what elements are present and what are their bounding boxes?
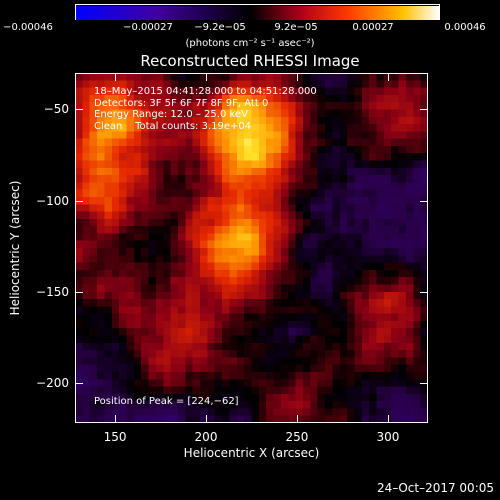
x-tick-mark	[115, 73, 117, 81]
x-tick-mark	[387, 73, 389, 81]
info-line: Energy Range: 12.0 – 25.0 keV	[94, 109, 248, 120]
plot-area: 18–May–2015 04:41:28.000 to 04:51:28.000…	[75, 73, 428, 423]
x-tick-label: 150	[103, 430, 127, 444]
x-tick-mark	[206, 73, 207, 81]
colorbar-units: (photons cm⁻² s⁻¹ asec⁻²)	[185, 38, 315, 49]
observation-info: 18–May–2015 04:41:28.000 to 04:51:28.000…	[94, 86, 317, 132]
y-tick-mark	[420, 200, 428, 202]
y-tick-label: −50	[43, 102, 69, 117]
y-tick-mark	[420, 291, 428, 293]
y-tick-label: −150	[36, 284, 69, 299]
y-axis-label: Heliocentric Y (arcsec)	[8, 180, 22, 316]
info-line: 18–May–2015 04:41:28.000 to 04:51:28.000	[94, 86, 317, 97]
x-tick-mark	[296, 73, 298, 81]
colorbar-gradient	[76, 6, 439, 20]
y-tick-mark	[75, 109, 83, 111]
plot-frame	[75, 73, 428, 423]
x-tick-mark	[387, 415, 389, 423]
x-tick-mark	[296, 415, 298, 423]
peak-position-label: Position of Peak = [224,−62]	[94, 396, 239, 407]
colorbar-tick-label: 0.00027	[352, 22, 394, 33]
y-tick-mark	[420, 382, 428, 384]
y-tick-label: −200	[36, 375, 69, 390]
y-tick-mark	[75, 382, 83, 384]
colorbar-tick-label: −0.00027	[123, 22, 173, 33]
x-tick-label: 200	[194, 430, 218, 444]
colorbar-tick-label: −0.00046	[3, 22, 53, 33]
y-tick-mark	[420, 109, 428, 111]
y-tick-label: −100	[36, 193, 69, 208]
y-tick-mark	[75, 291, 83, 293]
info-line: Detectors: 3F 5F 6F 7F 8F 9F, Att 0	[94, 97, 269, 109]
colorbar-tick-label: −9.2e−05	[194, 22, 246, 33]
plot-title: Reconstructed RHESSI Image	[140, 52, 360, 70]
colorbar	[75, 4, 440, 20]
colorbar-tick-label: 0.00046	[444, 22, 486, 33]
x-tick-mark	[206, 415, 207, 423]
timestamp: 24–Oct–2017 00:05	[377, 481, 494, 495]
colorbar-tick-label: 9.2e−05	[274, 22, 318, 33]
y-tick-mark	[75, 200, 83, 202]
x-axis-label: Heliocentric X (arcsec)	[183, 446, 320, 460]
x-tick-label: 300	[376, 430, 400, 444]
heatmap-image	[75, 73, 428, 423]
x-tick-mark	[115, 415, 117, 423]
x-tick-label: 250	[285, 430, 309, 444]
info-line: Clean Total counts: 3.19e+04	[94, 120, 252, 132]
